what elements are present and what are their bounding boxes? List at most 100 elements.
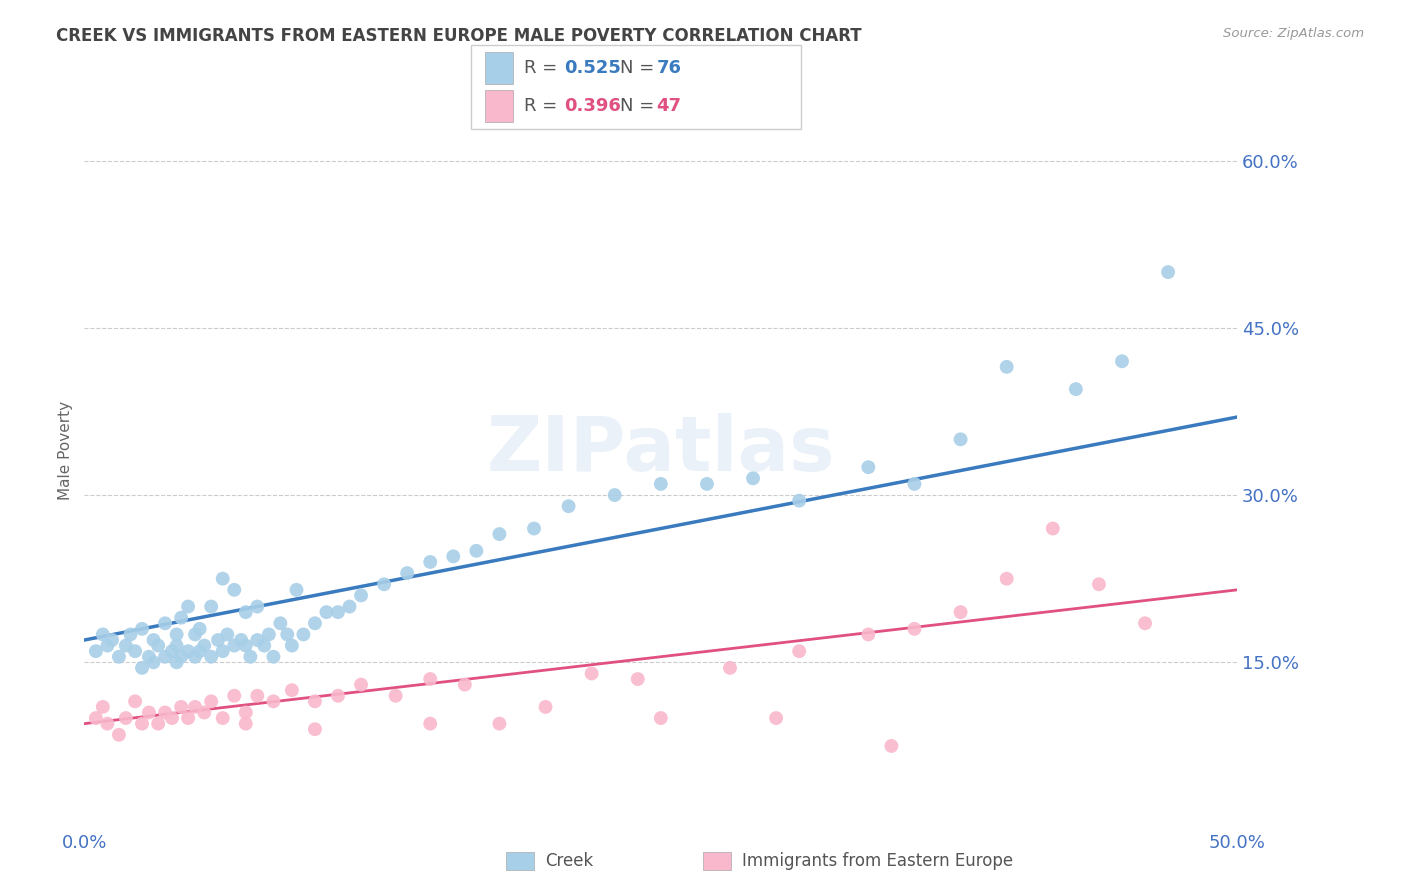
Point <box>350 678 373 692</box>
Point <box>96 639 118 653</box>
Point <box>1088 577 1111 591</box>
Point <box>276 627 298 641</box>
Point <box>246 633 269 648</box>
Text: 76: 76 <box>657 60 682 78</box>
Point <box>200 649 222 664</box>
Point <box>142 655 165 669</box>
Point <box>96 716 118 731</box>
Point <box>211 572 233 586</box>
Point <box>787 493 810 508</box>
Point <box>188 644 211 658</box>
Point <box>193 706 215 720</box>
Point <box>231 633 253 648</box>
Point <box>211 711 233 725</box>
Point <box>742 471 765 485</box>
Point <box>115 711 138 725</box>
Point <box>108 649 131 664</box>
Point <box>170 699 193 714</box>
Point <box>153 706 176 720</box>
Point <box>177 644 200 658</box>
Point <box>1133 616 1156 631</box>
Point <box>115 639 138 653</box>
Point <box>304 694 326 708</box>
Text: R =: R = <box>524 60 564 78</box>
Point <box>124 694 146 708</box>
Text: N =: N = <box>620 60 659 78</box>
Point <box>160 644 183 658</box>
Point <box>281 683 304 698</box>
Point <box>124 644 146 658</box>
Point <box>304 616 326 631</box>
Point <box>193 639 215 653</box>
Point <box>170 649 193 664</box>
Point <box>224 689 246 703</box>
Point <box>166 639 188 653</box>
Point <box>269 616 291 631</box>
Text: 0.525: 0.525 <box>564 60 620 78</box>
Point <box>253 639 276 653</box>
Point <box>995 359 1018 374</box>
Point <box>239 649 262 664</box>
Point <box>858 460 880 475</box>
Point <box>419 672 441 686</box>
Point <box>650 711 672 725</box>
Point <box>138 649 160 664</box>
Point <box>200 599 222 614</box>
Point <box>84 644 107 658</box>
Point <box>315 605 337 619</box>
Point <box>718 661 741 675</box>
Point <box>858 627 880 641</box>
Point <box>246 599 269 614</box>
Point <box>765 711 787 725</box>
Point <box>1157 265 1180 279</box>
Point <box>949 433 972 447</box>
Point <box>949 605 972 619</box>
Point <box>1042 521 1064 535</box>
Point <box>146 639 169 653</box>
Text: ZIPatlas: ZIPatlas <box>486 414 835 487</box>
Point <box>326 605 349 619</box>
Point <box>138 706 160 720</box>
Point <box>131 716 153 731</box>
Point <box>441 549 464 564</box>
Point <box>131 661 153 675</box>
Point <box>465 544 488 558</box>
Point <box>292 627 315 641</box>
Point <box>787 644 810 658</box>
Point <box>523 521 546 535</box>
Point <box>177 711 200 725</box>
Point <box>373 577 395 591</box>
Point <box>108 728 131 742</box>
Text: Creek: Creek <box>546 852 593 870</box>
Text: Source: ZipAtlas.com: Source: ZipAtlas.com <box>1223 27 1364 40</box>
Point <box>304 723 326 737</box>
Point <box>557 500 579 514</box>
Point <box>1064 382 1087 396</box>
Point <box>603 488 626 502</box>
Y-axis label: Male Poverty: Male Poverty <box>58 401 73 500</box>
Point <box>235 639 257 653</box>
Point <box>153 616 176 631</box>
Point <box>153 649 176 664</box>
Text: 0.396: 0.396 <box>564 96 620 114</box>
Point <box>217 627 239 641</box>
Point <box>235 706 257 720</box>
Point <box>1111 354 1133 368</box>
Point <box>146 716 169 731</box>
Point <box>903 477 925 491</box>
Point <box>285 582 308 597</box>
Point <box>350 589 373 603</box>
Point <box>650 477 672 491</box>
Point <box>384 689 406 703</box>
Point <box>188 622 211 636</box>
Point <box>419 555 441 569</box>
Point <box>200 694 222 708</box>
Point <box>339 599 361 614</box>
Point <box>160 711 183 725</box>
Point <box>142 633 165 648</box>
Point <box>91 699 114 714</box>
Point <box>207 633 229 648</box>
Point <box>235 716 257 731</box>
Point <box>488 527 510 541</box>
Point <box>281 639 304 653</box>
